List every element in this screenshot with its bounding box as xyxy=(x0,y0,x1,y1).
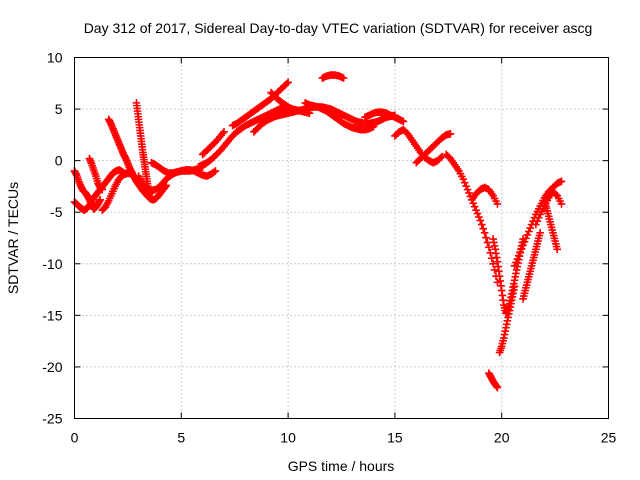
x-tick-label: 20 xyxy=(494,430,510,446)
data-point xyxy=(479,224,487,233)
data-point xyxy=(284,78,292,87)
series-arc-18 xyxy=(412,130,455,167)
series-arc-9 xyxy=(194,103,292,171)
data-point xyxy=(489,259,497,268)
data-point xyxy=(96,196,104,204)
axis-ticks xyxy=(74,57,609,419)
series-arc-13 xyxy=(267,88,314,117)
data-point xyxy=(476,216,485,225)
x-tick-labels: 0 5 10 15 20 25 xyxy=(71,430,617,446)
data-point xyxy=(482,233,490,242)
series-arc-24 xyxy=(510,177,566,270)
series-arc-20 xyxy=(467,183,502,208)
x-tick-label: 15 xyxy=(387,430,403,446)
data-point xyxy=(211,167,220,175)
data-point xyxy=(536,229,544,237)
series-arc-25 xyxy=(519,229,544,303)
data-point xyxy=(483,238,492,247)
data-point xyxy=(477,220,486,229)
series-arc-21 xyxy=(485,369,502,392)
data-point xyxy=(493,383,502,392)
y-tick-label: 5 xyxy=(55,101,63,117)
y-tick-label: -25 xyxy=(42,411,62,427)
y-tick-label: 10 xyxy=(47,50,63,66)
data-point xyxy=(557,200,566,208)
data-point xyxy=(339,74,348,82)
data-point xyxy=(399,117,408,126)
plot-frame xyxy=(74,57,609,419)
y-tick-label: -5 xyxy=(50,204,63,220)
series-arc-8 xyxy=(147,158,220,180)
x-tick-label: 5 xyxy=(177,430,185,446)
series-arc-3 xyxy=(85,154,107,194)
y-tick-label: -15 xyxy=(42,307,62,323)
y-tick-label: 0 xyxy=(55,153,63,169)
series-arc-19 xyxy=(442,150,502,287)
data-point xyxy=(557,177,566,186)
y-tick-label: -10 xyxy=(42,256,62,272)
data-point xyxy=(510,282,519,291)
series-arc-17 xyxy=(391,125,446,167)
chart-title: Day 312 of 2017, Sidereal Day-to-day VTE… xyxy=(84,20,593,36)
series-arc-23 xyxy=(495,282,519,357)
data-point xyxy=(220,127,228,136)
y-tick-labels: -25 -20 -15 -10 -5 0 5 10 xyxy=(42,50,62,427)
data-points xyxy=(70,71,566,392)
data-point xyxy=(553,245,562,254)
data-point xyxy=(446,130,455,138)
y-tick-label: -20 xyxy=(42,359,62,375)
data-point xyxy=(490,266,499,274)
data-point xyxy=(369,122,378,131)
series-arc-14 xyxy=(301,99,378,134)
x-tick-label: 25 xyxy=(601,430,617,446)
data-point xyxy=(493,200,502,208)
series-arc-16 xyxy=(361,108,408,126)
data-point xyxy=(480,229,489,237)
y-axis-label: SDTVAR / TECUs xyxy=(5,182,21,294)
series-arc-15 xyxy=(318,71,348,82)
series-arc-27 xyxy=(540,198,562,254)
x-tick-label: 0 xyxy=(71,430,79,446)
data-point xyxy=(305,109,314,117)
series-arc-10 xyxy=(198,127,228,159)
data-point xyxy=(98,185,107,194)
series-arc-2 xyxy=(70,166,130,214)
x-axis-label: GPS time / hours xyxy=(288,458,395,474)
x-tick-label: 10 xyxy=(280,430,296,446)
data-point xyxy=(485,243,493,252)
